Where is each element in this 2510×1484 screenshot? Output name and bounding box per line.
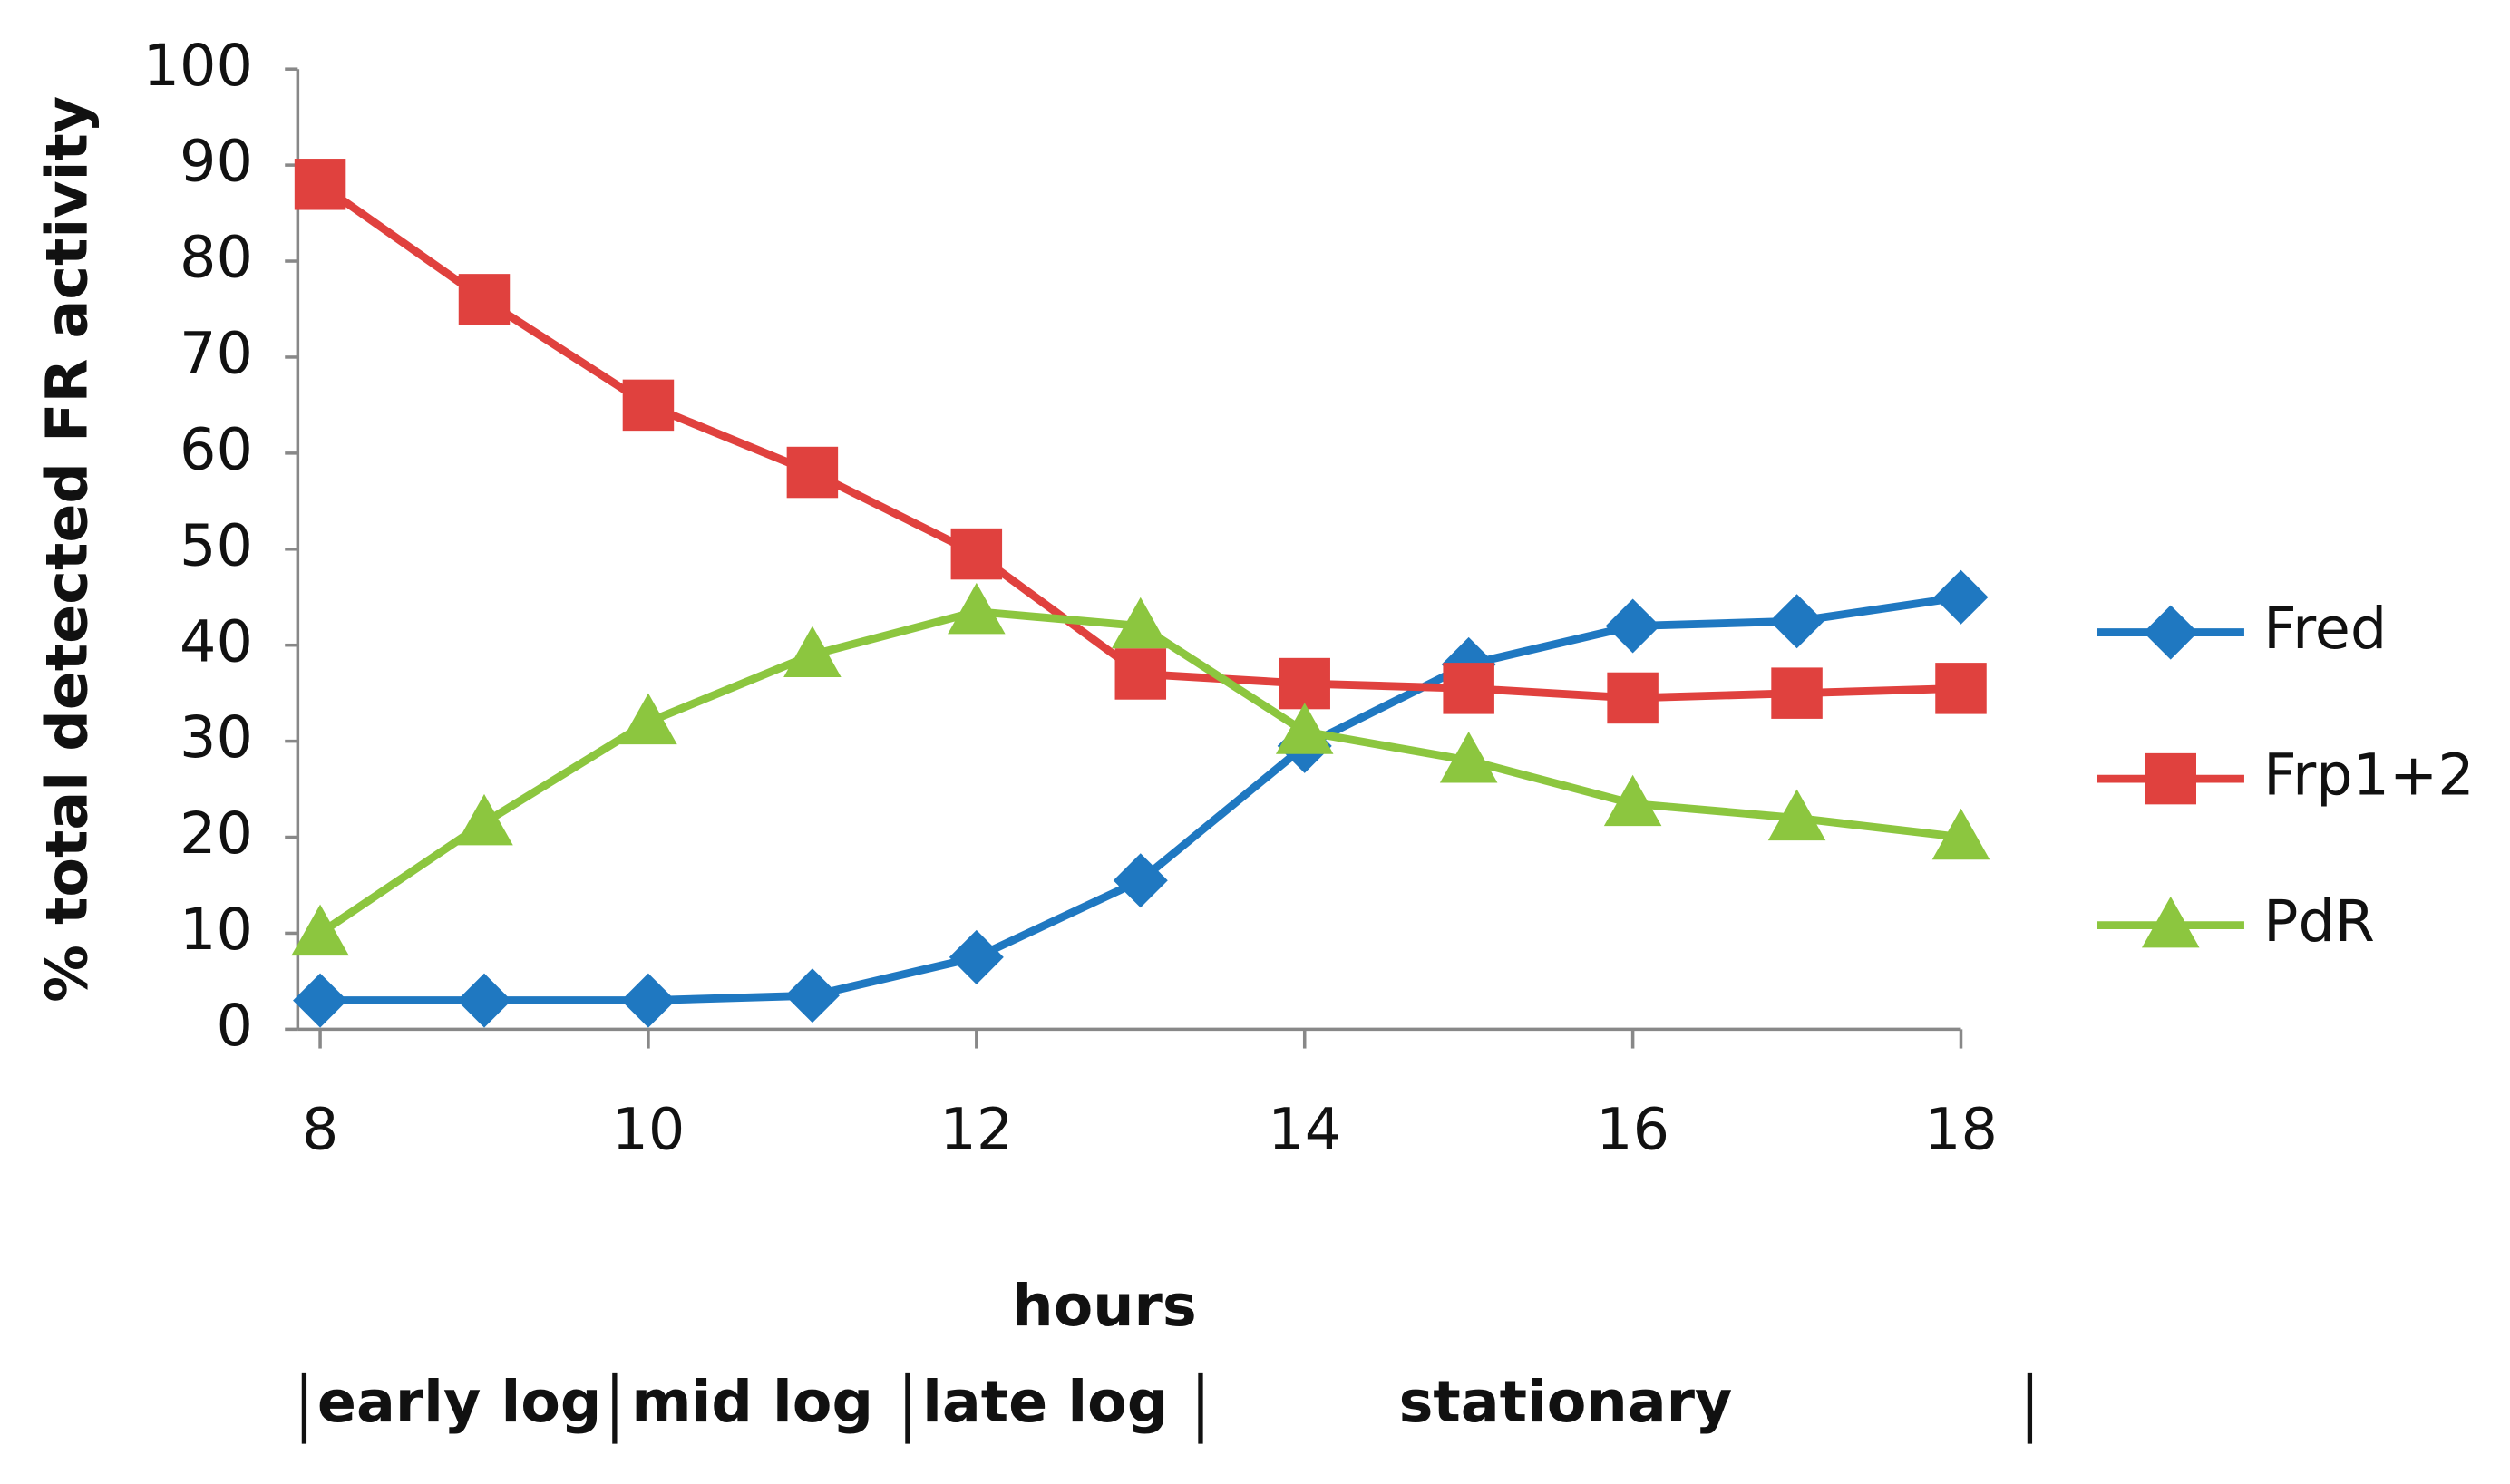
marker (786, 446, 839, 499)
y-tick-label: 10 (180, 896, 253, 963)
y-tick-label: 30 (180, 703, 253, 771)
marker (1767, 789, 1826, 841)
marker (948, 582, 1006, 635)
x-tick-label: 12 (939, 1096, 1013, 1163)
y-tick-label: 70 (180, 320, 253, 387)
marker (291, 904, 349, 956)
x-tick-label: 18 (1924, 1096, 1998, 1163)
marker (293, 973, 348, 1028)
phase-separators (301, 1372, 2033, 1444)
marker (784, 968, 840, 1023)
legend-marker (2141, 896, 2200, 948)
marker (1279, 657, 1330, 710)
legend-label: Frp1+2 (2263, 742, 2475, 809)
x-axis-title: hours (1012, 1272, 1196, 1339)
marker (783, 626, 842, 678)
legend-marker (2143, 605, 2198, 660)
y-tick-label: 100 (143, 32, 253, 99)
marker (619, 693, 677, 745)
marker (1113, 853, 1168, 908)
legend-label: PdR (2263, 887, 2375, 955)
x-tick-label: 16 (1596, 1096, 1669, 1163)
phase-label: early log (317, 1368, 602, 1435)
legend-marker (2145, 752, 2196, 805)
y-tick-label: 60 (180, 415, 253, 482)
legend-label: Fred (2263, 595, 2387, 662)
phase-label: mid log (631, 1368, 873, 1435)
marker (1931, 808, 1990, 860)
x-tick-label: 8 (302, 1096, 338, 1163)
y-tick-label: 20 (180, 800, 253, 867)
marker (1603, 774, 1662, 827)
y-tick-label: 0 (216, 992, 252, 1059)
x-tick-label: 10 (612, 1096, 686, 1163)
marker (1933, 569, 1989, 625)
x-tick-label: 14 (1268, 1096, 1341, 1163)
marker (1275, 703, 1334, 754)
phase-label: late log (922, 1368, 1168, 1435)
marker (950, 528, 1003, 580)
marker (1769, 594, 1824, 649)
phase-label: stationary (1399, 1368, 1733, 1435)
y-tick-label: 40 (180, 607, 253, 674)
marker (620, 973, 676, 1028)
marker (1114, 648, 1167, 700)
y-axis-title: % total detected FR activity (33, 96, 100, 1003)
marker (1935, 663, 1987, 714)
marker (458, 274, 511, 325)
marker (456, 973, 512, 1028)
marker (622, 379, 675, 432)
marker (1439, 732, 1498, 783)
marker (294, 159, 346, 210)
marker (1112, 597, 1170, 649)
marker (1443, 663, 1494, 714)
y-tick-label: 80 (180, 224, 253, 291)
marker (949, 929, 1004, 984)
marker (1771, 667, 1823, 719)
y-tick-label: 90 (180, 128, 253, 195)
marker (1605, 598, 1660, 654)
marker (455, 793, 513, 846)
marker (1607, 672, 1659, 724)
y-tick-label: 50 (180, 511, 253, 578)
